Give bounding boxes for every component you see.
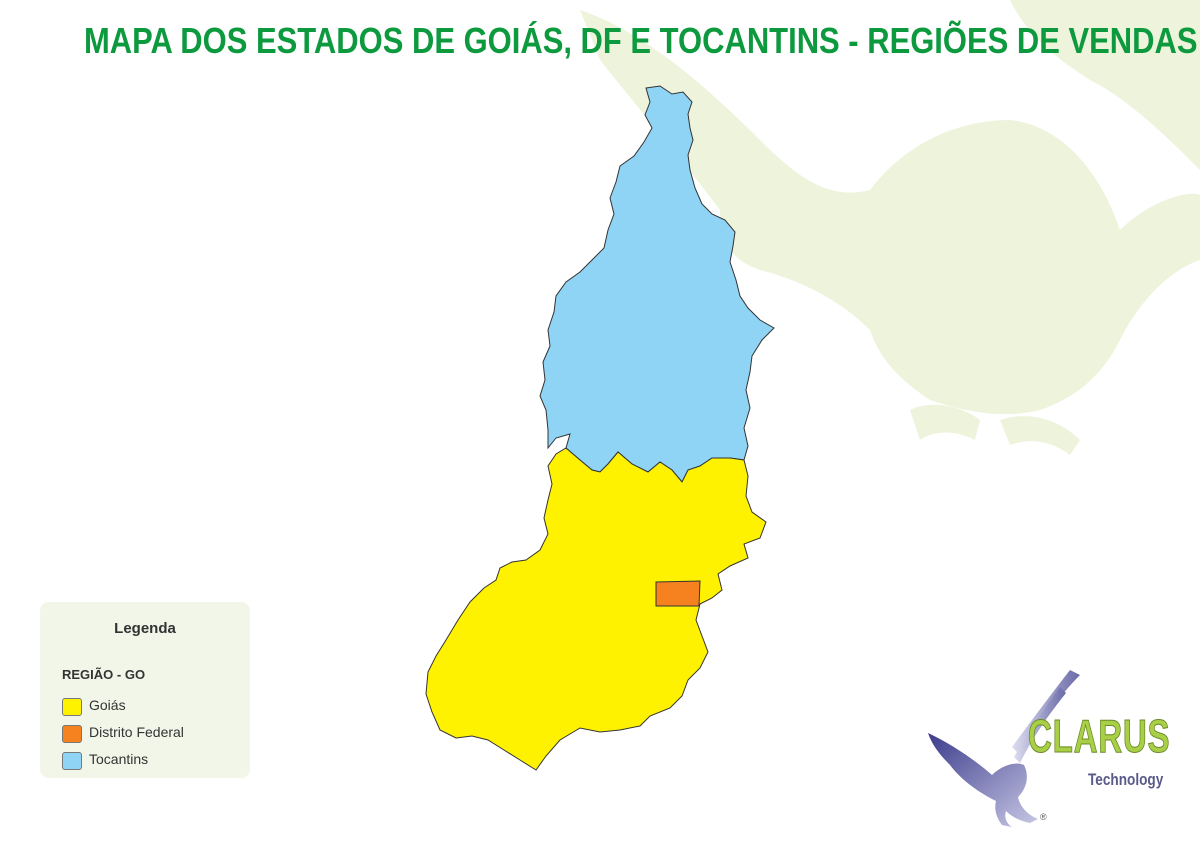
legend-title: Legenda bbox=[114, 620, 176, 637]
region-distrito-federal[interactable] bbox=[655, 580, 701, 607]
legend-swatch-distrito-federal bbox=[62, 725, 82, 743]
logo-subtitle: Technology bbox=[1088, 770, 1164, 789]
logo-wordmark: CLARUS bbox=[1028, 710, 1171, 763]
legend-swatch-tocantins bbox=[62, 752, 82, 770]
legend-label: Tocantins bbox=[89, 751, 149, 767]
legend-label: Distrito Federal bbox=[89, 724, 184, 740]
region-tocantins[interactable] bbox=[539, 85, 775, 483]
clarus-logo: CLARUS Technology ® bbox=[920, 665, 1180, 835]
legend: Legenda REGIÃO - GO Goiás Distrito Feder… bbox=[40, 602, 250, 778]
registered-mark: ® bbox=[1040, 812, 1047, 822]
legend-subtitle: REGIÃO - GO bbox=[62, 667, 146, 682]
map-title: MAPA DOS ESTADOS DE GOIÁS, DF E TOCANTIN… bbox=[84, 20, 1198, 61]
region-goias[interactable] bbox=[425, 447, 767, 771]
eagle-icon bbox=[928, 670, 1080, 827]
legend-label: Goiás bbox=[89, 697, 126, 713]
legend-swatch-goias bbox=[62, 698, 82, 716]
